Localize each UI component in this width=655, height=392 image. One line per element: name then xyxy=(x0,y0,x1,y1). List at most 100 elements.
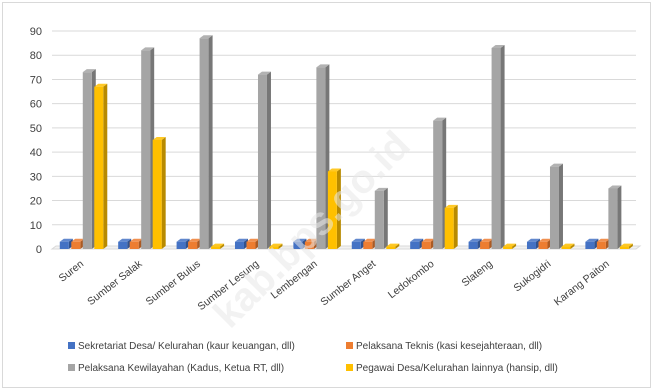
legend-entry: Pelaksana Kewilayahan (Kadus, Ketua RT, … xyxy=(68,363,284,374)
bar xyxy=(386,243,400,249)
bar-front xyxy=(374,190,384,249)
legend-label: Pelaksana Kewilayahan (Kadus, Ketua RT, … xyxy=(78,363,284,374)
bar-front xyxy=(304,241,314,249)
bar-top xyxy=(374,187,388,191)
bar xyxy=(561,243,575,249)
bar-front xyxy=(351,241,361,249)
bar-front xyxy=(549,166,559,249)
bar xyxy=(141,47,155,249)
bar-side xyxy=(103,83,108,249)
bar-front xyxy=(234,241,244,249)
bar-front xyxy=(82,72,92,249)
bar xyxy=(491,44,505,250)
bar-top xyxy=(71,238,85,242)
x-tick-label: Slateng xyxy=(459,258,495,289)
bar-side xyxy=(278,243,283,249)
bar xyxy=(94,83,108,249)
bar-front xyxy=(211,246,221,249)
y-tick-label: 60 xyxy=(30,99,42,111)
bar xyxy=(421,238,435,249)
bar-front xyxy=(71,241,81,249)
bar-top xyxy=(211,243,225,247)
x-tick-label: Sumber Bulus xyxy=(144,258,203,308)
x-tick-label: Ledokombo xyxy=(386,258,437,301)
bar-top xyxy=(619,243,633,247)
bar xyxy=(608,185,622,249)
bar-top xyxy=(234,238,248,242)
bar-front xyxy=(491,47,501,250)
x-tick-label: Karang Paiton xyxy=(552,258,612,309)
bar-top xyxy=(316,64,330,68)
bar-top xyxy=(561,243,575,247)
bar-top xyxy=(585,238,599,242)
bar-top xyxy=(421,238,435,242)
bar-front xyxy=(327,171,337,249)
x-tick-label: Suren xyxy=(57,258,87,285)
bar-side xyxy=(383,187,388,249)
bar-top xyxy=(176,238,190,242)
bar-side xyxy=(336,168,341,249)
bar xyxy=(211,243,225,249)
bar-top xyxy=(491,44,505,48)
bar xyxy=(293,238,307,249)
bar xyxy=(269,243,283,249)
bar-front xyxy=(503,246,513,249)
bar-top xyxy=(188,238,202,242)
bar-front xyxy=(188,241,198,249)
y-tick-label: 50 xyxy=(30,123,42,135)
x-tick-label: Sumber Anget xyxy=(318,258,378,308)
bar-front xyxy=(526,241,536,249)
bar-front xyxy=(59,241,69,249)
bar-top xyxy=(503,243,517,247)
bar-top xyxy=(327,168,341,172)
bar xyxy=(480,238,494,249)
bar-front xyxy=(269,246,279,249)
bar-top xyxy=(386,243,400,247)
bar-front xyxy=(421,241,431,249)
bar-top xyxy=(293,238,307,242)
bar-front xyxy=(538,241,548,249)
bar-front xyxy=(176,241,186,249)
bar xyxy=(351,238,365,249)
bar-front xyxy=(433,120,443,249)
legend-label: Pelaksana Teknis (kasi kesejahteraan, dl… xyxy=(356,341,542,352)
bar xyxy=(410,238,424,249)
bar-top xyxy=(480,238,494,242)
bar-side xyxy=(628,243,633,249)
bar-front xyxy=(94,86,104,249)
bar-front xyxy=(246,241,256,249)
legend-swatch xyxy=(346,364,353,371)
bar-top xyxy=(129,238,143,242)
y-tick-label: 90 xyxy=(30,26,42,38)
x-tick-label: Sumber Salak xyxy=(85,257,145,308)
bar-top xyxy=(199,35,213,39)
bar-side xyxy=(395,243,400,249)
bar xyxy=(538,238,552,249)
bar xyxy=(118,238,132,249)
bar xyxy=(82,69,96,249)
bar-front xyxy=(363,241,373,249)
bar-top xyxy=(304,238,318,242)
bar-front xyxy=(293,241,303,249)
legend-label: Pegawai Desa/Kelurahan lainnya (hansip, … xyxy=(356,363,558,374)
bar-top xyxy=(269,243,283,247)
bar xyxy=(468,238,482,249)
bar-front xyxy=(257,74,267,249)
bars xyxy=(59,35,633,250)
bar-top xyxy=(433,117,447,121)
bar xyxy=(59,238,73,249)
bar-top xyxy=(141,47,155,51)
bar-front xyxy=(585,241,595,249)
bar-front xyxy=(141,50,151,249)
bar xyxy=(257,71,271,249)
bar-front xyxy=(468,241,478,249)
bar xyxy=(199,35,213,250)
bar-front xyxy=(608,188,618,249)
bar-front xyxy=(619,246,629,249)
bar xyxy=(327,168,341,249)
bar-side xyxy=(500,44,505,250)
bar-front xyxy=(129,241,139,249)
bar xyxy=(596,238,610,249)
bar xyxy=(176,238,190,249)
